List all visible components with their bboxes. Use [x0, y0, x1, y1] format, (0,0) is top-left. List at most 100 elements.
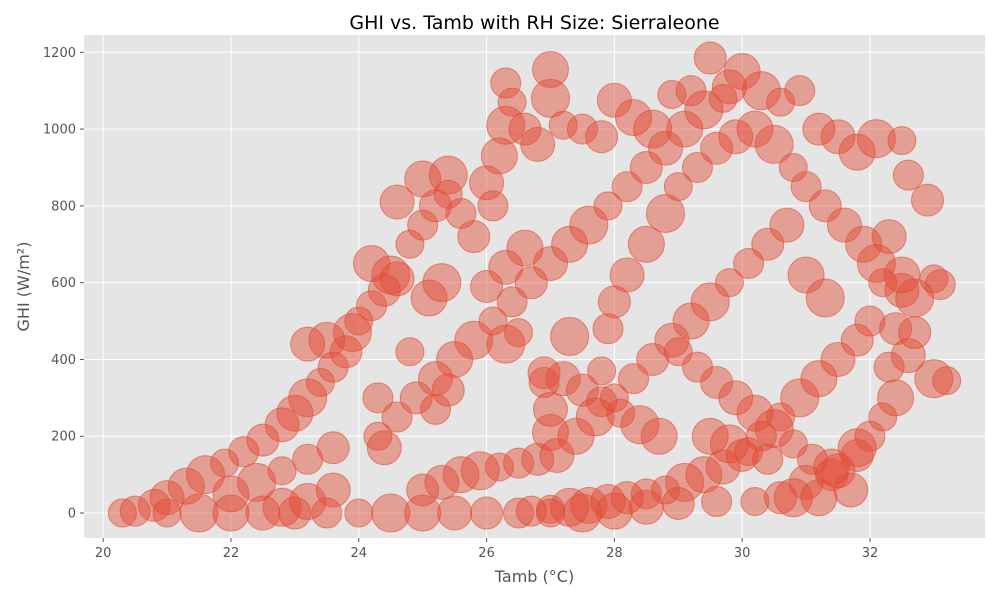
data-point: [629, 150, 663, 184]
data-point: [366, 430, 402, 466]
data-point: [751, 227, 785, 261]
data-point: [262, 487, 302, 527]
data-point: [149, 480, 185, 516]
data-point: [856, 119, 896, 159]
data-point: [185, 455, 225, 495]
data-point: [627, 225, 665, 263]
data-point: [910, 183, 944, 217]
data-point: [708, 83, 738, 113]
data-point: [778, 152, 808, 182]
y-tick-label: 200: [51, 430, 76, 445]
data-point: [329, 335, 363, 369]
data-point: [470, 496, 504, 530]
data-point: [433, 179, 463, 209]
x-tick-label: 20: [95, 546, 112, 561]
data-point: [399, 381, 433, 415]
data-point: [769, 207, 805, 243]
data-point: [289, 483, 327, 521]
data-point: [606, 398, 636, 428]
data-point: [344, 498, 374, 528]
data-point: [532, 391, 568, 427]
data-point: [701, 486, 733, 518]
data-point: [868, 268, 898, 298]
data-point: [506, 229, 544, 267]
data-point: [212, 494, 250, 532]
data-point: [308, 321, 346, 359]
data-point: [681, 151, 713, 183]
data-point: [212, 475, 250, 513]
data-point: [237, 462, 277, 502]
data-point: [740, 487, 770, 517]
data-point: [521, 442, 555, 476]
data-point: [379, 184, 415, 220]
data-point: [733, 247, 765, 279]
x-tick-label: 24: [350, 546, 367, 561]
data-point: [596, 82, 632, 118]
data-point: [879, 312, 913, 346]
data-point: [497, 87, 527, 117]
data-point: [820, 119, 856, 155]
data-point: [647, 130, 683, 166]
data-point: [508, 112, 542, 146]
data-point: [640, 417, 678, 455]
data-point: [914, 359, 954, 399]
data-point: [442, 456, 480, 494]
data-point: [657, 80, 687, 110]
data-point: [381, 401, 413, 433]
data-point: [884, 272, 920, 308]
data-point: [550, 316, 590, 356]
data-point: [784, 75, 816, 107]
data-point: [587, 356, 617, 386]
data-point: [457, 220, 491, 254]
data-point: [665, 462, 705, 502]
data-point: [167, 467, 205, 505]
data-point: [633, 109, 673, 149]
data-point: [856, 243, 896, 283]
data-point: [854, 420, 886, 452]
data-point: [407, 209, 439, 241]
data-point: [548, 110, 578, 140]
data-point: [246, 423, 280, 457]
data-point: [404, 494, 442, 532]
data-point: [562, 493, 602, 533]
x-tick-label: 26: [478, 546, 495, 561]
data-point: [290, 326, 326, 362]
data-point: [371, 493, 411, 533]
data-point: [490, 67, 522, 99]
data-point: [599, 383, 629, 413]
data-point: [837, 428, 877, 468]
data-point: [530, 78, 570, 118]
x-tick-label: 28: [606, 546, 623, 561]
data-point: [264, 407, 300, 443]
data-point: [486, 324, 526, 364]
data-point: [395, 229, 425, 259]
data-point: [718, 119, 754, 155]
data-point: [431, 373, 465, 407]
data-point: [460, 451, 500, 491]
y-tick-label: 800: [51, 199, 76, 214]
axis-ticks: 20 22 24 26 28 30 32 0 200 400 600 800 1000 1200: [43, 46, 878, 561]
data-point: [288, 378, 328, 418]
data-point: [609, 257, 645, 293]
data-point: [311, 497, 343, 529]
x-tick-label: 30: [734, 546, 751, 561]
data-point: [406, 473, 440, 507]
data-point: [615, 99, 653, 137]
data-point: [410, 279, 448, 317]
data-point: [663, 172, 693, 202]
data-point: [593, 191, 623, 221]
data-point: [741, 71, 781, 111]
data-point: [152, 498, 182, 528]
data-point: [504, 318, 534, 348]
data-point: [854, 305, 886, 337]
data-point: [766, 87, 796, 117]
data-point: [700, 365, 734, 399]
data-point: [805, 278, 845, 318]
data-point: [424, 464, 460, 500]
data-point: [179, 493, 219, 533]
data-point: [693, 41, 727, 75]
data-point: [566, 113, 598, 145]
data-point: [714, 268, 744, 298]
data-point: [565, 373, 599, 407]
data-point: [734, 437, 764, 467]
